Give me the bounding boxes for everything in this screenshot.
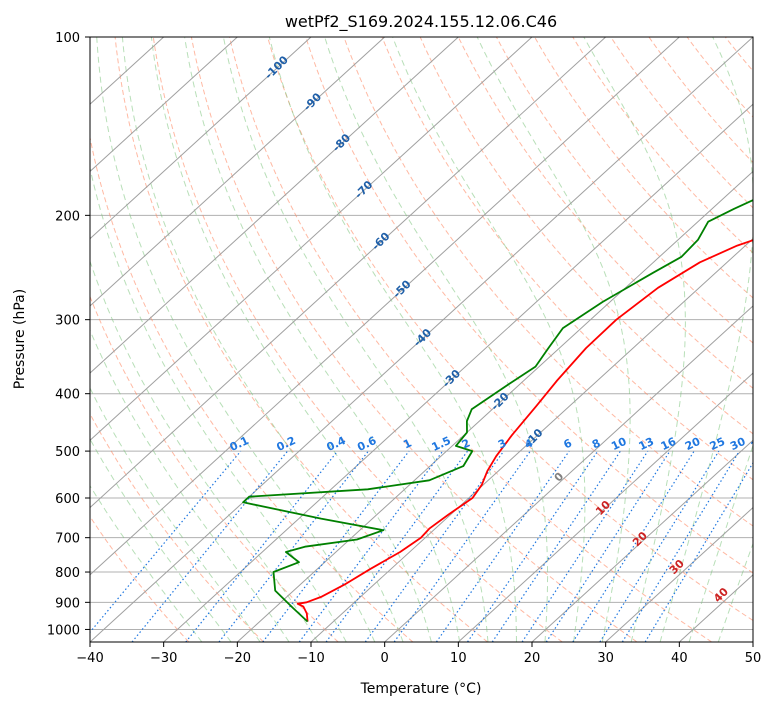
moist-adiabat-line <box>90 387 261 642</box>
y-axis-ticks: 100 200 300 400 500 600 700 800 900 1000 <box>47 31 90 638</box>
mixing-ratio-line <box>467 450 599 642</box>
isotherm-line <box>384 305 753 642</box>
mixing-ratio-line <box>218 450 369 642</box>
dry-adiabat-line <box>114 37 488 642</box>
chart-title: wetPf2_S169.2024.155.12.06.C46 <box>285 12 557 32</box>
y-tick-label: 600 <box>55 492 80 507</box>
mixing-ratio-line <box>644 461 753 642</box>
mixing-ratio-line <box>435 450 570 642</box>
dry-adiabat-line <box>90 295 339 642</box>
x-tick-label: −40 <box>76 651 103 666</box>
moist-adiabat-line <box>688 444 753 642</box>
isotherm-line <box>90 37 459 374</box>
dry-adiabat-line <box>90 515 190 642</box>
dry-adiabat-line <box>610 37 753 209</box>
x-tick-label: 40 <box>671 651 688 666</box>
moist-adiabat-line <box>659 37 753 642</box>
plot-border <box>89 36 754 643</box>
isotherm-line <box>531 439 753 642</box>
dry-adiabat-line <box>381 37 753 481</box>
mixing-ratio-line <box>131 450 289 642</box>
isotherm-line <box>90 37 238 173</box>
dry-adiabat-line <box>763 37 775 642</box>
x-tick-label: 0 <box>381 651 389 666</box>
mixing-ratio-label: 16 <box>659 435 679 453</box>
profile-series <box>242 199 753 623</box>
isotherm-line <box>90 37 386 307</box>
y-tick-label: 800 <box>55 566 80 581</box>
isotherm-line <box>310 237 753 642</box>
x-tick-label: 50 <box>745 651 762 666</box>
dry-adiabat-line <box>305 37 753 574</box>
y-tick-label: 500 <box>55 445 80 460</box>
isotherm-line <box>90 37 533 442</box>
mixing-ratio-lines <box>90 450 753 642</box>
dewpoint-profile-line <box>242 199 753 623</box>
mixing-ratio-line <box>393 450 531 642</box>
dry-adiabat-line <box>90 135 414 642</box>
isotherm-line <box>605 506 753 642</box>
plot-frame <box>89 36 754 643</box>
x-tick-label: 10 <box>450 651 467 666</box>
moist-adiabat-line <box>476 37 631 642</box>
x-tick-label: −10 <box>297 651 324 666</box>
isotherm-line <box>163 103 753 642</box>
y-tick-label: 200 <box>55 209 80 224</box>
moist-adiabat-line <box>150 37 432 642</box>
isotherm-line <box>457 372 753 642</box>
isotherm-line <box>90 37 753 642</box>
mixing-ratio-label: 25 <box>708 435 727 453</box>
mixing-ratio-label: 10 <box>609 435 629 453</box>
dry-adiabat-line <box>648 37 753 164</box>
moist-adiabat-line <box>184 37 461 642</box>
moist-adiabat-line <box>121 37 404 642</box>
isotherm-line <box>752 641 753 642</box>
y-tick-label: 400 <box>55 388 80 403</box>
mixing-ratio-label: 30 <box>728 435 748 453</box>
mixing-ratio-line <box>262 450 410 642</box>
isotherm-line <box>90 37 312 240</box>
isotherm-line <box>90 37 607 509</box>
x-tick-label: −30 <box>150 651 177 666</box>
dry-adiabat-line <box>343 37 753 527</box>
y-tick-label: 1000 <box>47 623 80 638</box>
dry-adiabat-line <box>495 37 753 344</box>
mixing-ratio-label: 13 <box>637 435 656 453</box>
moist-adiabat-line <box>90 259 319 642</box>
x-tick-label: −20 <box>224 651 251 666</box>
isotherm-line <box>90 37 680 576</box>
mixing-ratio-label: 20 <box>683 435 703 453</box>
y-tick-label: 300 <box>55 314 80 329</box>
moist-adiabat-line <box>90 438 232 642</box>
moist-adiabat-line <box>268 37 517 642</box>
mixing-ratio-line <box>90 450 242 634</box>
dry-adiabat-line <box>534 37 753 299</box>
x-tick-label: 20 <box>524 651 541 666</box>
x-axis-ticks: −40 −30 −20 −10 0 10 20 30 40 50 <box>76 642 761 666</box>
dry-adiabat-line <box>457 37 753 389</box>
y-tick-label: 100 <box>55 31 80 46</box>
x-axis-title: Temperature (°C) <box>360 681 482 697</box>
dry-adiabat-line <box>229 37 712 642</box>
mixing-ratio-line <box>572 450 695 642</box>
dry-adiabat-line <box>190 37 638 642</box>
mixing-ratio-line <box>621 450 740 642</box>
mixing-ratio-line <box>185 450 339 642</box>
y-axis-title: Pressure (hPa) <box>12 289 28 389</box>
y-tick-label: 700 <box>55 532 80 547</box>
moist-adiabat-line <box>90 165 347 642</box>
temperature-profile-line <box>296 239 753 622</box>
moist-adiabat-line <box>222 37 489 642</box>
y-tick-label: 900 <box>55 596 80 611</box>
mixing-ratio-label: 36 <box>749 435 769 453</box>
moist-adiabat-line <box>90 328 290 642</box>
mixing-ratio-line <box>599 450 720 642</box>
moist-adiabat-line <box>324 37 549 642</box>
mixing-ratio-line <box>364 450 505 642</box>
moist-adiabat-line <box>392 37 586 642</box>
dry-adiabat-line <box>267 37 753 622</box>
x-tick-label: 30 <box>597 651 614 666</box>
